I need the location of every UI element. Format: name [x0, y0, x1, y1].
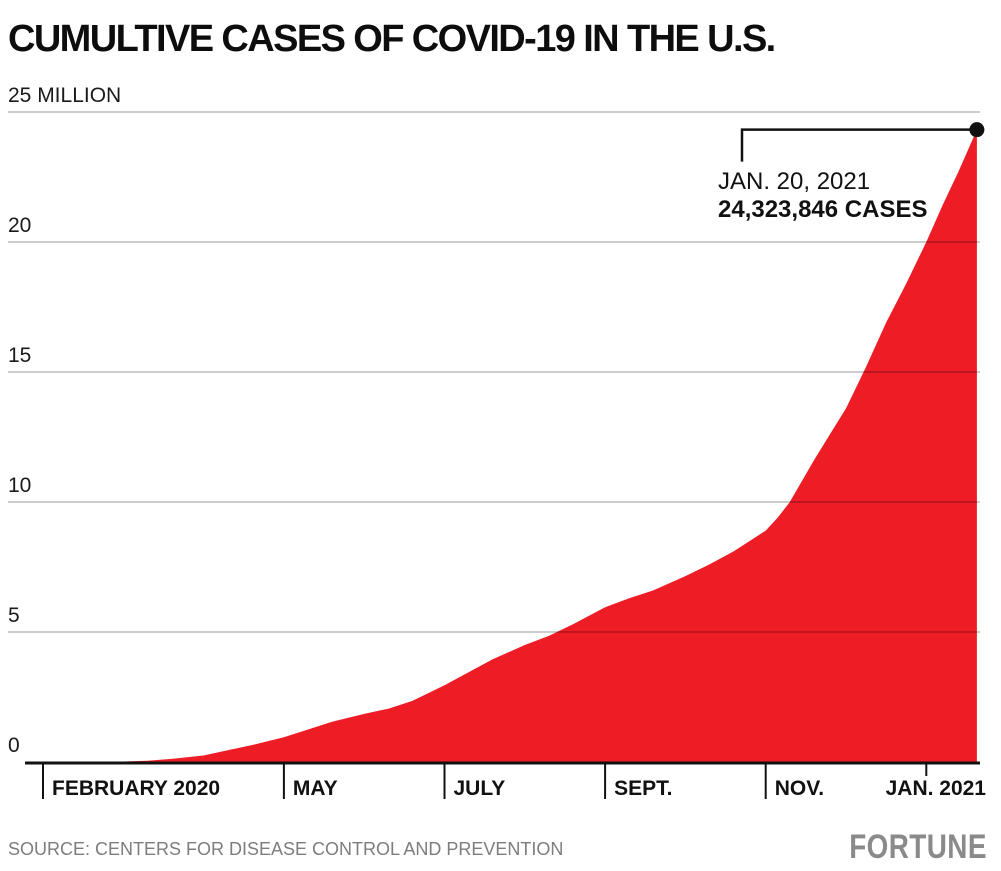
source-credit: SOURCE: CENTERS FOR DISEASE CONTROL AND …	[8, 839, 564, 859]
x-axis-label-may: MAY	[292, 777, 338, 800]
x-axis-label-jan-2021: JAN. 2021	[885, 777, 986, 800]
annotation-value: 24,323,846 CASES	[718, 196, 928, 224]
y-axis-label-10: 10	[8, 474, 32, 497]
x-axis-label-july: JULY	[453, 777, 506, 800]
x-axis-label-sept-: SEPT.	[614, 777, 673, 800]
y-axis-label-15: 15	[8, 344, 32, 367]
area-series	[43, 129, 977, 762]
annotation-date: JAN. 20, 2021	[718, 168, 871, 195]
data-point-dot	[969, 122, 985, 138]
y-axis-label-0: 0	[8, 734, 20, 757]
y-axis-label-5: 5	[8, 604, 20, 627]
y-axis-label-20: 20	[8, 214, 32, 237]
x-axis-label-february-2020: FEBRUARY 2020	[52, 777, 221, 800]
page-title: CUMULTIVE CASES OF COVID-19 IN THE U.S.	[8, 18, 776, 60]
y-axis-label-25: 25 MILLION	[8, 84, 122, 107]
callout-line	[740, 128, 977, 162]
endpoint-annotation: JAN. 20, 2021 24,323,846 CASES	[718, 168, 927, 225]
fortune-logo: FORTUNE	[849, 828, 987, 866]
x-axis-label-nov-: NOV.	[774, 777, 825, 800]
